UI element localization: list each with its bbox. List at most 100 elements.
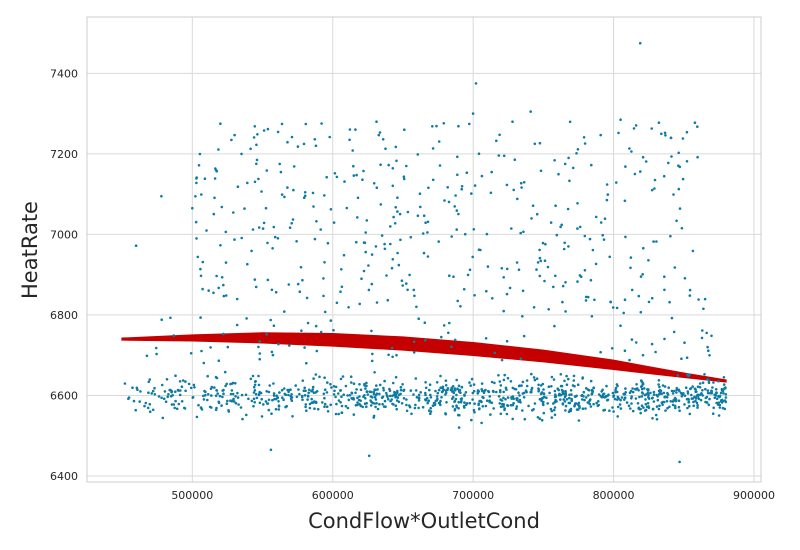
data-point	[444, 379, 448, 383]
data-point	[473, 402, 476, 406]
data-point	[200, 193, 203, 196]
data-point	[466, 273, 470, 277]
data-point	[583, 142, 587, 145]
data-point	[379, 163, 382, 166]
data-point	[153, 386, 156, 390]
data-point	[505, 292, 509, 296]
data-point	[686, 373, 689, 376]
data-point	[240, 236, 243, 240]
data-point	[690, 393, 693, 397]
data-point	[370, 253, 374, 256]
data-point	[378, 402, 381, 406]
data-point	[138, 400, 141, 403]
data-point	[205, 229, 208, 232]
data-point	[542, 388, 545, 391]
x-tick-label: 900000	[733, 489, 775, 502]
data-point	[629, 407, 632, 410]
data-point	[604, 394, 608, 398]
data-point	[399, 238, 402, 242]
data-point	[433, 403, 437, 406]
data-point	[518, 398, 522, 402]
data-point	[688, 412, 692, 416]
data-point	[515, 405, 519, 408]
data-point	[616, 405, 620, 409]
data-point	[676, 374, 680, 377]
data-point	[590, 392, 594, 395]
data-point	[704, 387, 707, 391]
data-point	[564, 310, 567, 313]
data-point	[459, 400, 463, 404]
data-point	[629, 256, 633, 259]
data-point	[455, 228, 459, 231]
data-point	[488, 395, 492, 398]
data-point	[547, 385, 551, 389]
data-point	[487, 389, 490, 393]
data-point	[372, 392, 376, 396]
data-point	[151, 389, 155, 393]
data-point	[266, 127, 270, 131]
data-point	[222, 283, 225, 287]
data-point	[665, 399, 669, 403]
data-point	[382, 386, 385, 390]
data-point	[677, 399, 681, 403]
data-point	[557, 172, 560, 176]
data-point	[429, 396, 433, 399]
data-point	[490, 380, 494, 384]
data-point	[220, 404, 223, 407]
data-point	[201, 260, 205, 264]
data-point	[416, 214, 420, 217]
data-point	[437, 240, 441, 243]
data-point	[352, 382, 356, 386]
data-point	[376, 388, 379, 391]
data-point	[722, 392, 725, 395]
data-point	[647, 300, 651, 304]
data-point	[275, 394, 279, 398]
data-point	[298, 392, 301, 396]
data-point	[581, 376, 584, 379]
data-point	[456, 155, 459, 159]
data-point	[706, 389, 710, 392]
data-point	[160, 383, 164, 387]
data-point	[370, 400, 373, 404]
data-point	[340, 285, 344, 289]
data-point	[396, 396, 400, 399]
data-point	[367, 264, 370, 267]
data-point	[710, 390, 713, 393]
data-point	[718, 403, 722, 407]
data-point	[440, 335, 443, 339]
data-point	[333, 172, 337, 175]
data-point	[669, 400, 672, 403]
data-point	[413, 294, 416, 298]
fit-band	[121, 332, 727, 383]
data-point	[257, 393, 261, 397]
data-point	[157, 395, 161, 398]
data-point	[489, 413, 492, 416]
data-point	[181, 379, 185, 382]
data-point	[555, 233, 559, 237]
data-point	[217, 286, 220, 290]
data-point	[471, 112, 475, 115]
data-point	[389, 399, 392, 403]
data-point	[328, 135, 332, 139]
data-point	[316, 407, 320, 411]
data-point	[547, 308, 550, 311]
data-point	[485, 289, 488, 293]
data-point	[712, 406, 715, 410]
data-point	[395, 407, 399, 411]
data-point	[315, 349, 319, 353]
data-point	[143, 404, 146, 408]
data-point	[286, 186, 289, 189]
data-point	[668, 405, 671, 409]
data-point	[365, 405, 368, 409]
data-point	[236, 396, 240, 399]
data-point	[325, 391, 329, 394]
data-point	[314, 373, 318, 376]
data-point	[251, 228, 255, 231]
data-point	[593, 298, 596, 302]
data-point	[314, 144, 318, 148]
data-point	[303, 346, 306, 349]
data-point	[615, 181, 618, 184]
data-point	[424, 221, 427, 224]
data-point	[680, 395, 684, 398]
data-point	[584, 295, 588, 299]
